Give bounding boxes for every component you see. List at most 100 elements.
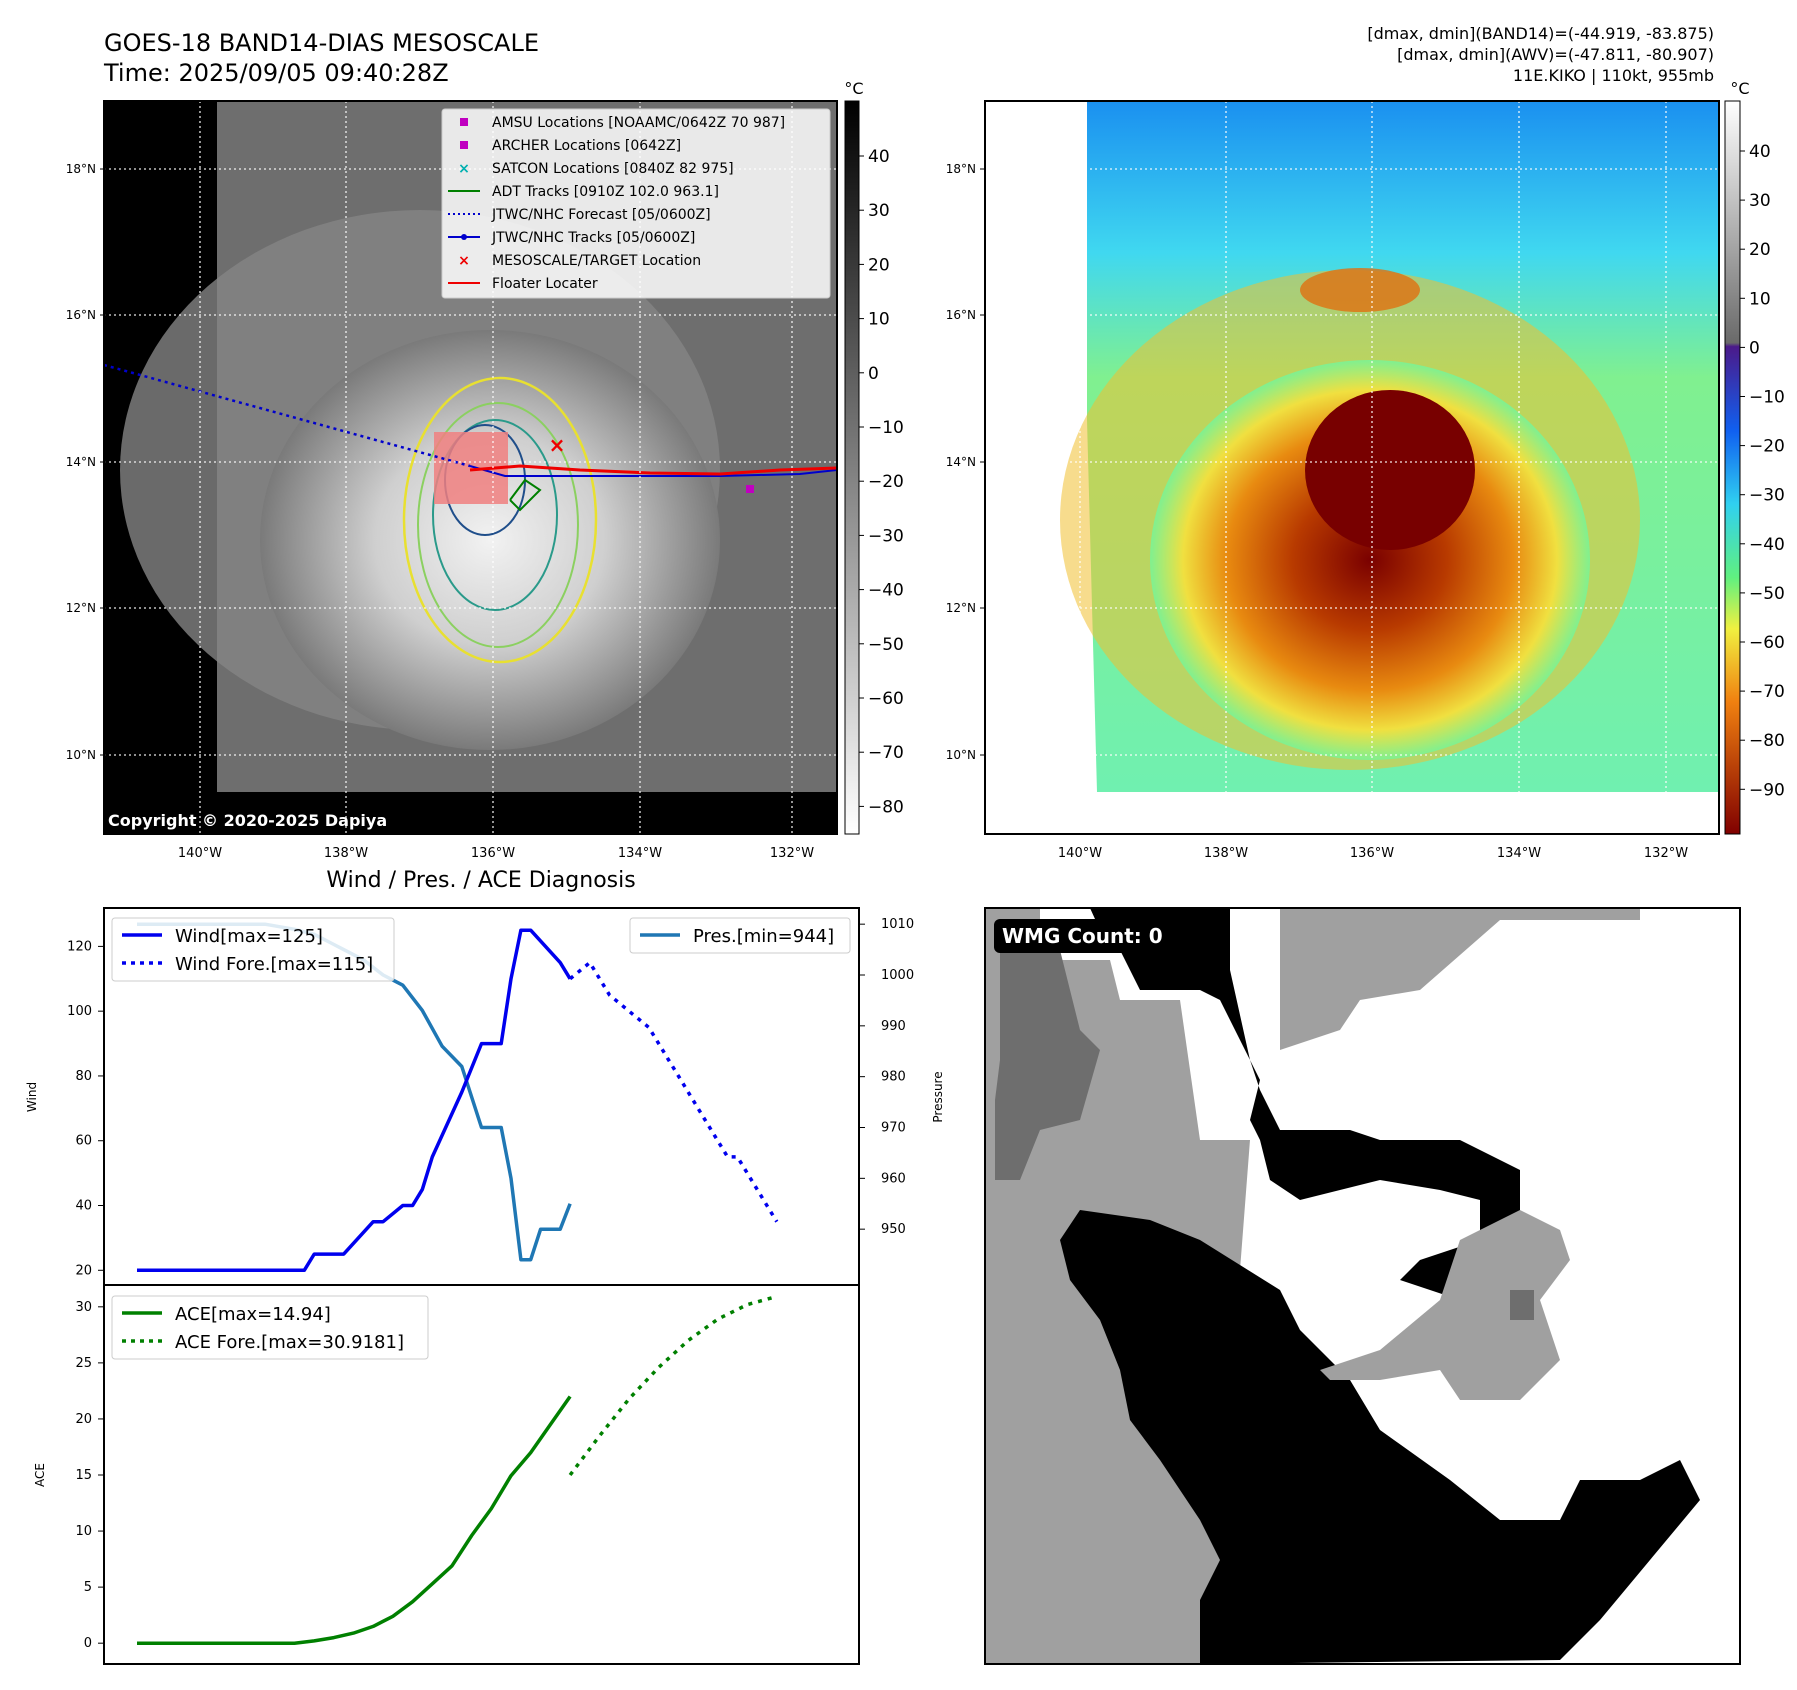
floater-locator-track (469, 464, 837, 476)
wmg-frame (984, 907, 1741, 1665)
wmg-darkgray-cell (1510, 1290, 1534, 1320)
ir-colorbar-gradient (844, 100, 860, 835)
lon-label: 136°W (1350, 846, 1394, 861)
pressure-ytick-label: 960 (881, 1171, 906, 1186)
pressure-ytick-label: 990 (881, 1019, 906, 1034)
target-marker: × (549, 433, 566, 457)
ir-colorbar-unit: °C (844, 79, 863, 98)
awv-storm-core (1150, 360, 1590, 760)
lon-label: 138°W (1204, 846, 1248, 861)
colorbar-tick-label: −20 (868, 472, 904, 492)
lon-label: 132°W (1644, 846, 1688, 861)
ir-map-legend: AMSU Locations [NOAAMC/0642Z 70 987] ARC… (441, 108, 831, 299)
pressure-ytick-label: 980 (881, 1070, 906, 1085)
colorbar-tick-label: 10 (1749, 289, 1771, 309)
lat-label: 12°N (946, 601, 976, 615)
wmg-white-pocket (1310, 1200, 1380, 1270)
lon-label: 136°W (471, 846, 515, 861)
colorbar-tick-label: 0 (868, 364, 879, 384)
wind-legend-box (111, 917, 395, 982)
ace-forecast-line (568, 1294, 778, 1477)
pressure-ytick-label: 1010 (881, 917, 914, 932)
figure-title: GOES-18 BAND14-DIAS MESOSCALE (104, 29, 539, 57)
ace-legend-box (111, 1295, 429, 1360)
pressure-legend-box (629, 917, 851, 954)
ace-line (137, 1395, 572, 1645)
lon-label: 134°W (618, 846, 662, 861)
colorbar-tick-label: 20 (868, 255, 890, 275)
magenta-square-icon (460, 118, 468, 126)
colorbar-tick-label: 0 (1749, 338, 1760, 358)
colorbar-tick-label: −20 (1749, 437, 1785, 457)
jtwc-forecast-track (104, 363, 471, 468)
colorbar-tick-label: 30 (1749, 191, 1771, 211)
ir-lat-labels: 18°N 16°N 14°N 12°N 10°N (66, 162, 106, 762)
wind-line (137, 928, 572, 1273)
lat-label: 12°N (66, 601, 96, 615)
pressure-ytick-label: 970 (881, 1121, 906, 1136)
red-x-icon: × (458, 253, 470, 269)
lat-label: 18°N (66, 162, 96, 176)
awv-map-frame (984, 100, 1720, 835)
wmg-black-band-lower (1060, 1210, 1700, 1664)
legend-item-satcon: SATCON Locations [0840Z 82 975] (492, 161, 734, 177)
ir-contour-teal (432, 419, 558, 611)
lat-label: 14°N (946, 455, 976, 469)
colorbar-tick-label: −80 (1749, 731, 1785, 751)
awv-colorbar-ticks: 40 30 20 10 0 −10 −20 −30 −40 −50 −60 −70 −80 −90 (1740, 142, 1785, 800)
ace-chart: 0 5 10 15 20 25 30 (75, 1294, 778, 1651)
colorbar-tick-label: 10 (868, 310, 890, 330)
magenta-square-icon (460, 141, 468, 149)
colorbar-tick-label: −10 (1749, 388, 1785, 408)
pressure-ytick-label: 950 (881, 1222, 906, 1237)
colorbar-tick-label: −10 (868, 418, 904, 438)
figure-time: Time: 2025/09/05 09:40:28Z (103, 59, 449, 87)
awv-eye-region (1305, 390, 1475, 550)
colorbar-tick-label: −70 (868, 743, 904, 763)
wmg-gray-patch-top (1280, 908, 1640, 1050)
wind-ytick-label: 80 (75, 1069, 92, 1084)
awv-lat-labels: 18°N 16°N 14°N 12°N 10°N (946, 162, 986, 762)
ace-ytick-label: 10 (75, 1524, 92, 1539)
wind-ytick-label: 60 (75, 1134, 92, 1149)
ir-colorbar-ticks: 40 30 20 10 0 −10 −20 −30 −40 −50 −60 −70 −80 (859, 147, 904, 817)
awv-colorbar-unit: °C (1730, 79, 1749, 98)
ace-ytick-label: 0 (84, 1636, 92, 1651)
ir-gridlines (104, 101, 837, 834)
awv-colorbar: °C 40 30 20 10 0 −10 −20 −30 −40 −50 −60 −70 −80 −90 (1724, 79, 1785, 835)
wmg-gray-patch-right (1320, 1210, 1570, 1400)
pressure-axis-label: Pressure (931, 1071, 945, 1122)
ir-map-frame (103, 100, 838, 835)
awv-rainband (1300, 268, 1420, 312)
stats-band14: [dmax, dmin](BAND14)=(-44.919, -83.875) (1367, 24, 1714, 43)
ir-storm-core (260, 330, 720, 750)
colorbar-tick-label: −40 (1749, 535, 1785, 555)
ace-forecast-legend-label: ACE Fore.[max=30.9181] (175, 1332, 404, 1353)
ace-ytick-label: 30 (75, 1300, 92, 1315)
awv-map-panel (984, 100, 1720, 835)
lon-label: 134°W (1497, 846, 1541, 861)
wind-legend: Wind[max=125] Wind Fore.[max=115] (111, 917, 395, 982)
awv-lon-labels: 140°W 138°W 136°W 134°W 132°W (1058, 846, 1688, 861)
adt-track (509, 478, 542, 512)
cyan-x-icon: × (458, 161, 470, 177)
lon-label: 132°W (770, 846, 814, 861)
copyright-text: Copyright © 2020-2025 Dapiya (108, 811, 387, 830)
lon-label: 138°W (324, 846, 368, 861)
colorbar-tick-label: −60 (868, 689, 904, 709)
colorbar-tick-label: −30 (868, 526, 904, 546)
stats-awv: [dmax, dmin](AWV)=(-47.811, -80.907) (1397, 45, 1714, 64)
lat-label: 10°N (946, 748, 976, 762)
colorbar-tick-label: −30 (1749, 486, 1785, 506)
legend-item-jtwc-tracks: JTWC/NHC Tracks [05/0600Z] (491, 230, 695, 246)
ace-legend-label: ACE[max=14.94] (175, 1304, 331, 1325)
awv-colorbar-gradient (1724, 100, 1741, 835)
wind-legend-label: Wind[max=125] (175, 926, 323, 947)
wmg-panel: WMG Count: 0 (984, 907, 1741, 1665)
lat-label: 14°N (66, 455, 96, 469)
wmg-count-label: WMG Count: 0 (1002, 924, 1163, 948)
colorbar-tick-label: −90 (1749, 780, 1785, 800)
lat-label: 16°N (66, 308, 96, 322)
ir-contour-lightgreen (417, 402, 579, 648)
